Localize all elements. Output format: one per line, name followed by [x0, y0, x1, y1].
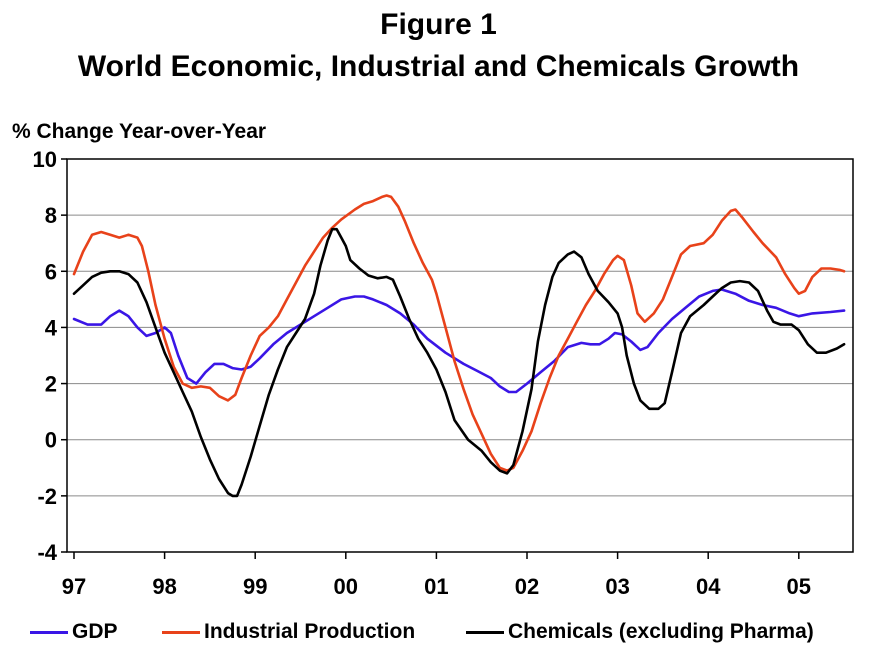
y-axis-label: % Change Year-over-Year: [12, 120, 267, 143]
legend-label-gdp: GDP: [72, 620, 118, 643]
y-tick-label: 6: [45, 259, 57, 284]
gridlines: [67, 214, 853, 497]
legend-swatch-chemicals: [466, 630, 504, 634]
x-tick-label: 02: [515, 574, 539, 599]
y-tick-label: -2: [37, 484, 57, 509]
legend-swatch-gdp: [30, 630, 68, 634]
x-tick-label: 01: [424, 574, 448, 599]
figure-number: Figure 1: [380, 8, 497, 41]
legend-label-industrial-production: Industrial Production: [204, 620, 416, 643]
x-tick-label: 05: [787, 574, 811, 599]
x-tick-label: 98: [152, 574, 176, 599]
y-axis-ticks: 10 8 6 4 2 0 -2 -4: [33, 147, 67, 565]
legend-label-chemicals: Chemicals (excluding Pharma): [508, 620, 814, 643]
y-tick-label: 4: [45, 315, 58, 340]
x-tick-label: 03: [605, 574, 629, 599]
legend-item-chemicals: Chemicals (excluding Pharma): [466, 617, 814, 647]
plot-area-border: [66, 158, 854, 553]
x-tick-label: 97: [62, 574, 86, 599]
series-line-gdp: [72, 288, 846, 394]
y-tick-label: -4: [37, 540, 57, 565]
y-tick-label: 10: [33, 147, 57, 172]
y-tick-label: 2: [45, 372, 57, 397]
x-tick-label: 00: [334, 574, 358, 599]
x-tick-label: 99: [243, 574, 267, 599]
x-tick-label: 04: [696, 574, 721, 599]
y-tick-label: 8: [45, 203, 57, 228]
chart-title: World Economic, Industrial and Chemicals…: [77, 50, 800, 83]
series-lines: [72, 194, 846, 498]
legend-item-industrial-production: Industrial Production: [162, 617, 415, 647]
y-tick-label: 0: [45, 428, 57, 453]
legend-swatch-industrial-production: [162, 630, 200, 634]
series-line-industrial-production: [72, 194, 846, 472]
x-axis-ticks: 97 98 99 00 01 02 03 04 05: [62, 552, 811, 599]
legend-item-gdp: GDP: [30, 617, 118, 647]
series-line-chemicals: [72, 227, 846, 498]
